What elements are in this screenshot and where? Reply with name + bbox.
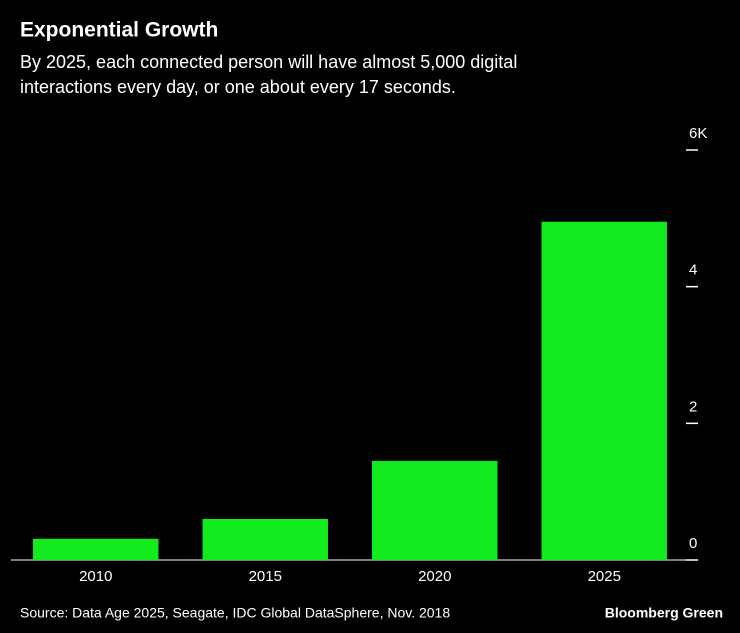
- x-tick-label: 2020: [418, 568, 451, 585]
- chart-title: Exponential Growth: [20, 19, 218, 42]
- x-tick-label: 2015: [249, 568, 282, 585]
- y-tick-label: 6K: [689, 125, 707, 142]
- y-tick-label: 4: [689, 262, 697, 279]
- source: Source: Data Age 2025, Seagate, IDC Glob…: [20, 605, 450, 621]
- x-tick-label: 2010: [79, 568, 112, 585]
- brand: Bloomberg Green: [605, 605, 723, 621]
- bar: [541, 221, 667, 560]
- subtitle: By 2025, each connected person will have…: [20, 52, 517, 72]
- subtitle: interactions every day, or one about eve…: [20, 77, 456, 97]
- bar: [33, 538, 159, 560]
- y-tick-label: 2: [689, 398, 697, 415]
- y-tick-label: 0: [689, 535, 697, 552]
- bar: [372, 460, 498, 560]
- x-tick-label: 2025: [588, 568, 621, 585]
- bar: [202, 519, 328, 560]
